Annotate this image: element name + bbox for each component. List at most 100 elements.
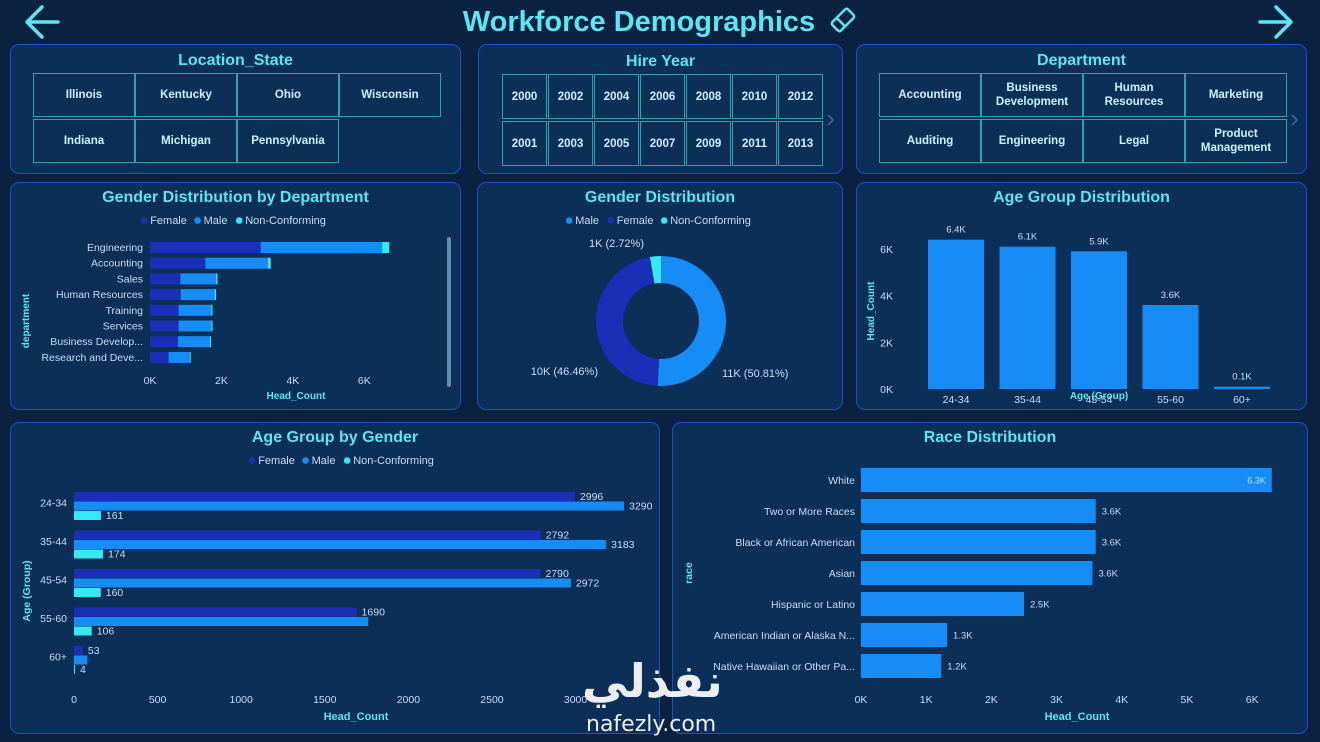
bar-male[interactable]	[205, 257, 268, 269]
bar-non-conforming[interactable]	[216, 273, 218, 285]
slicer-item-wisconsin[interactable]: Wisconsin	[339, 73, 441, 117]
legend-item-male[interactable]: Male	[312, 455, 336, 467]
slicer-item-2007[interactable]: 2007	[640, 121, 685, 166]
slicer-item-michigan[interactable]: Michigan	[135, 119, 237, 163]
slicer-item-2006[interactable]: 2006	[640, 74, 685, 119]
bar-race-hispanic-or-latino[interactable]	[861, 592, 1024, 616]
bar-male[interactable]	[178, 320, 212, 332]
donut-slice-male[interactable]	[657, 256, 727, 386]
slicer-item-marketing[interactable]: Marketing	[1185, 73, 1287, 117]
bar-race-native-hawaiian-or-other-pa[interactable]	[861, 654, 942, 678]
bar-male[interactable]	[180, 289, 215, 301]
legend-item-non-conforming[interactable]: Non-Conforming	[245, 215, 326, 227]
bar-female[interactable]	[150, 320, 179, 332]
bar-male[interactable]	[177, 336, 210, 348]
bar-female[interactable]	[150, 289, 181, 301]
slicer-item-auditing[interactable]: Auditing	[879, 119, 981, 163]
bar-female[interactable]	[150, 257, 206, 269]
slicer-item-2011[interactable]: 2011	[732, 121, 777, 166]
slicer-item-2010[interactable]: 2010	[732, 74, 777, 119]
age-group-by-gender-svg: Female Male Non-Conforming 2996 3290 161 24-34…	[21, 455, 653, 723]
legend-item-female[interactable]: Female	[617, 215, 654, 227]
bar-non-conforming[interactable]	[211, 320, 213, 332]
slicer-item-product-management[interactable]: Product Management	[1185, 119, 1287, 163]
slicer-item-kentucky[interactable]: Kentucky	[135, 73, 237, 117]
bar-male[interactable]	[74, 540, 607, 549]
legend-item-female[interactable]: Female	[150, 215, 187, 227]
slicer-item-pennsylvania[interactable]: Pennsylvania	[237, 119, 339, 163]
bar-female[interactable]	[150, 351, 169, 363]
bar-female[interactable]	[74, 492, 575, 501]
bar-non-conforming[interactable]	[74, 549, 104, 559]
bar-female[interactable]	[74, 530, 541, 540]
bar-age-55-60[interactable]	[1142, 305, 1199, 389]
donut-slice-non-conforming[interactable]	[649, 256, 661, 284]
bar-non-conforming[interactable]	[190, 351, 191, 363]
bar-male[interactable]	[74, 501, 625, 511]
bar-female[interactable]	[150, 304, 179, 316]
bar-non-conforming[interactable]	[74, 588, 101, 597]
donut-slice-female[interactable]	[596, 256, 660, 386]
bar-age-45-54[interactable]	[1071, 251, 1127, 389]
bar-male[interactable]	[74, 655, 88, 665]
bar-race-black-or-african-american[interactable]	[861, 530, 1096, 554]
slicer-item-ohio[interactable]: Ohio	[237, 73, 339, 117]
slicer-item-2003[interactable]: 2003	[548, 121, 593, 166]
slicer-item-2001[interactable]: 2001	[502, 121, 547, 166]
slicer-item-2004[interactable]: 2004	[594, 74, 639, 119]
legend-item-non-conforming[interactable]: Non-Conforming	[353, 455, 434, 467]
bar-female[interactable]	[74, 607, 357, 617]
chevron-right-icon[interactable]	[1290, 114, 1300, 126]
slicer-item-2013[interactable]: 2013	[778, 121, 823, 166]
slicer-item-2009[interactable]: 2009	[686, 121, 731, 166]
bar-age-60[interactable]	[1214, 386, 1270, 389]
bar-non-conforming[interactable]	[74, 511, 101, 520]
chevron-right-icon[interactable]	[826, 114, 836, 126]
y-axis-label: Age (Group)	[21, 560, 33, 621]
bar-female[interactable]	[150, 242, 261, 253]
bar-male[interactable]	[260, 242, 383, 253]
bar-race-white[interactable]	[861, 468, 1272, 492]
slicer-item-2008[interactable]: 2008	[686, 74, 731, 119]
bar-non-conforming[interactable]	[74, 665, 75, 674]
legend-item-male[interactable]: Male	[575, 215, 599, 227]
eraser-icon[interactable]	[829, 6, 857, 34]
bar-male[interactable]	[74, 617, 369, 626]
slicer-item-engineering[interactable]: Engineering	[981, 119, 1083, 163]
forward-arrow-button[interactable]	[1256, 3, 1296, 45]
bar-race-asian[interactable]	[861, 561, 1093, 585]
slicer-item-human-resources[interactable]: Human Resources	[1083, 73, 1185, 117]
slicer-item-accounting[interactable]: Accounting	[879, 73, 981, 117]
bar-non-conforming[interactable]	[267, 257, 271, 269]
slicer-item-2012[interactable]: 2012	[778, 74, 823, 119]
bar-non-conforming[interactable]	[214, 289, 217, 301]
bar-race-american-indian-or-alaska-n[interactable]	[861, 623, 948, 647]
slicer-item-2005[interactable]: 2005	[594, 121, 639, 166]
bar-female[interactable]	[74, 569, 541, 578]
legend-item-male[interactable]: Male	[204, 215, 228, 227]
bar-male[interactable]	[178, 304, 212, 316]
slicer-item-2000[interactable]: 2000	[502, 74, 547, 119]
slicer-item-illinois[interactable]: Illinois	[33, 73, 135, 117]
scrollbar[interactable]	[447, 237, 451, 387]
bar-age-24-34[interactable]	[928, 239, 984, 389]
slicer-item-indiana[interactable]: Indiana	[33, 119, 135, 163]
bar-male[interactable]	[180, 273, 217, 285]
bar-non-conforming[interactable]	[211, 304, 213, 316]
bar-non-conforming[interactable]	[382, 242, 390, 253]
bar-male[interactable]	[168, 351, 190, 363]
bar-non-conforming[interactable]	[210, 336, 212, 348]
bar-female[interactable]	[150, 273, 181, 285]
slicer-item-business-development[interactable]: Business Development	[981, 73, 1083, 117]
legend-item-non-conforming[interactable]: Non-Conforming	[670, 215, 751, 227]
bar-non-conforming[interactable]	[74, 626, 92, 636]
bar-male[interactable]	[74, 578, 571, 588]
bar-female[interactable]	[74, 646, 83, 655]
back-arrow-button[interactable]	[22, 3, 62, 45]
bar-race-two-or-more-races[interactable]	[861, 499, 1096, 523]
bar-age-35-44[interactable]	[999, 246, 1056, 389]
slicer-item-2002[interactable]: 2002	[548, 74, 593, 119]
bar-female[interactable]	[150, 336, 178, 348]
legend-item-female[interactable]: Female	[258, 455, 295, 467]
slicer-item-legal[interactable]: Legal	[1083, 119, 1185, 163]
